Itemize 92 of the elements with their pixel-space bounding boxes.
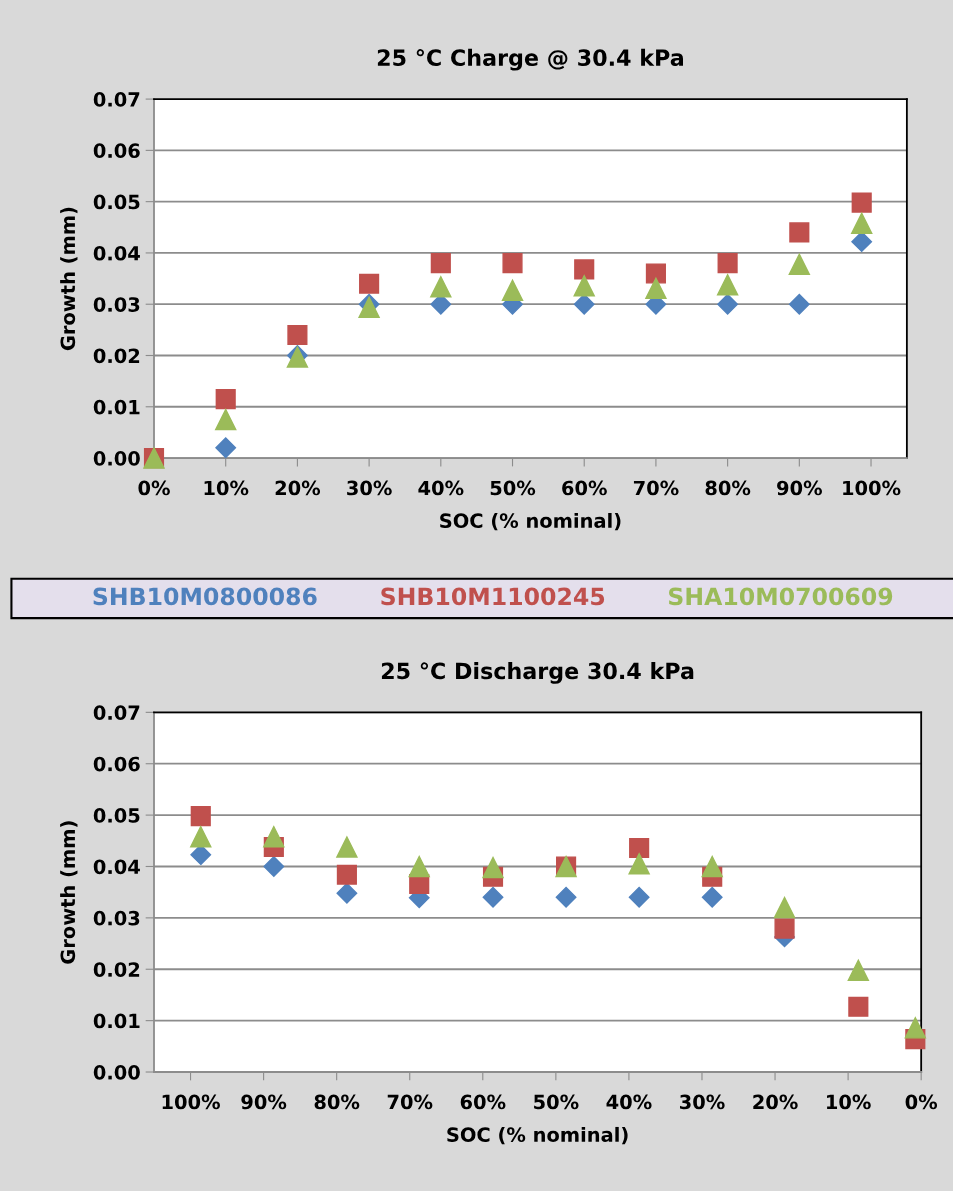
point	[287, 324, 308, 346]
point	[263, 856, 285, 877]
point	[645, 263, 666, 284]
x-tick-label: 70%	[387, 1094, 433, 1110]
text: SHB10M1100245	[381, 587, 605, 606]
x-tick-label: 50%	[490, 480, 536, 496]
point	[628, 886, 650, 908]
point	[190, 825, 212, 848]
x-tick-label: 60%	[562, 480, 607, 496]
x-axis-title: SOC (% nominal)	[447, 1126, 628, 1145]
point	[789, 222, 810, 243]
point	[336, 882, 358, 904]
chart-title: 25 °C Discharge 30.4 kPa	[381, 662, 694, 684]
point	[904, 1017, 927, 1039]
point	[847, 959, 870, 981]
point	[555, 886, 577, 908]
x-tick-label: 100%	[162, 1094, 220, 1110]
x-tick-label: 90%	[241, 1094, 287, 1110]
y-tick-label: 0.07	[93, 92, 140, 107]
point	[629, 837, 650, 859]
point	[573, 275, 595, 297]
x-tick-label: 10%	[204, 480, 249, 496]
x-tick-label: 30%	[347, 480, 392, 496]
point	[701, 855, 723, 878]
point	[573, 293, 595, 315]
x-tick-label: 80%	[314, 1094, 360, 1110]
point	[408, 855, 430, 878]
point	[190, 806, 211, 827]
y-tick-label: 0.05	[93, 808, 140, 823]
point	[701, 886, 723, 908]
point	[215, 437, 237, 459]
point	[774, 918, 795, 939]
point	[336, 836, 358, 858]
x-tick-label: 40%	[606, 1094, 652, 1110]
point	[215, 389, 236, 410]
x-tick-label: 0%	[138, 480, 170, 496]
y-tick-label: 0.00	[93, 451, 140, 466]
y-tick-label: 0.01	[93, 1013, 140, 1029]
x-tick-label: 100%	[843, 480, 901, 496]
point	[788, 293, 810, 315]
y-tick-label: 0.04	[93, 859, 140, 875]
x-tick-label: 20%	[753, 1094, 798, 1110]
point	[501, 279, 524, 302]
x-tick-label: 70%	[633, 480, 679, 496]
x-tick-label: 60%	[460, 1094, 506, 1110]
y-tick-label: 0.02	[93, 348, 140, 364]
y-tick-label: 0.07	[93, 705, 140, 720]
point	[645, 277, 667, 300]
y-axis-title: Growth (mm)	[60, 821, 78, 964]
y-tick-label: 0.05	[93, 194, 140, 210]
point	[717, 253, 738, 274]
x-tick-label: 80%	[705, 480, 751, 496]
point	[482, 856, 504, 879]
point	[430, 276, 452, 298]
y-tick-label: 0.06	[93, 756, 140, 772]
point	[190, 844, 212, 866]
y-tick-label: 0.03	[93, 910, 140, 926]
point	[263, 825, 285, 848]
text: SHB10M0800086	[93, 587, 317, 606]
x-tick-label: 20%	[275, 480, 321, 496]
x-tick-label: 10%	[827, 1094, 871, 1110]
point	[788, 253, 811, 275]
point	[215, 408, 237, 431]
x-tick-label: 40%	[418, 480, 464, 496]
y-tick-label: 0.04	[93, 245, 140, 261]
y-tick-label: 0.03	[93, 297, 140, 312]
y-tick-label: 0.01	[93, 399, 140, 415]
point	[430, 253, 451, 274]
point	[716, 274, 739, 296]
text: SHA10M0700609	[669, 587, 893, 606]
y-tick-label: 0.00	[93, 1064, 140, 1080]
x-axis-title: SOC (% nominal)	[440, 512, 621, 531]
point	[717, 293, 739, 315]
point	[851, 212, 873, 234]
x-tick-label: 30%	[680, 1094, 725, 1110]
x-tick-label: 50%	[534, 1094, 579, 1110]
x-tick-label: 0%	[905, 1094, 938, 1110]
point	[628, 853, 650, 875]
point	[773, 896, 796, 919]
y-axis-title: Growth (mm)	[60, 207, 78, 351]
point	[502, 253, 523, 274]
point	[336, 864, 357, 885]
y-tick-label: 0.06	[93, 143, 140, 159]
point	[482, 886, 504, 908]
point	[574, 259, 595, 280]
x-tick-label: 90%	[777, 480, 822, 496]
chart-title: 25 °C Charge @ 30.4 kPa	[377, 48, 683, 71]
point	[851, 192, 872, 213]
y-tick-label: 0.02	[93, 962, 140, 977]
point	[848, 996, 869, 1017]
point	[851, 231, 873, 253]
point	[359, 273, 380, 294]
